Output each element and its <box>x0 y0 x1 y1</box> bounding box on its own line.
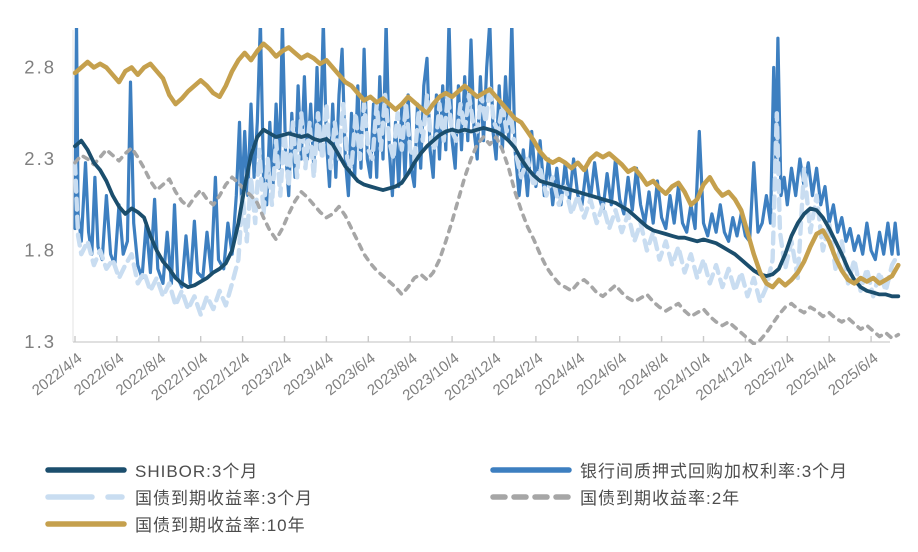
legend: SHIBOR:3个月国债到期收益率:3个月 国债到期收益率:10年 银行间质押式回购… <box>0 456 918 548</box>
x-axis-labels: 2022/4/42022/6/42022/8/42022/10/42022/12… <box>29 336 882 404</box>
legend-column-2: 银行间质押式回购加权利率:3个月 国债到期收益率:2年 <box>490 456 848 510</box>
series-line <box>72 41 901 290</box>
legend-swatch-line <box>490 493 572 500</box>
legend-item: 国债到期收益率:10年 <box>45 510 313 537</box>
y-tick-label: 1.3 <box>24 331 56 352</box>
legend-item: 国债到期收益率:2年 <box>490 483 848 510</box>
y-axis-labels: 1.3 1.8 2.3 2.8 <box>24 57 56 353</box>
legend-item: 国债到期收益率:3个月 <box>45 483 313 510</box>
y-tick-label: 2.3 <box>24 148 56 169</box>
legend-item: 银行间质押式回购加权利率:3个月 <box>490 456 848 483</box>
legend-swatch-line <box>45 466 127 473</box>
series-line <box>73 135 901 345</box>
legend-swatch-line <box>45 520 127 527</box>
legend-label: 国债到期收益率:10年 <box>135 516 306 535</box>
y-tick-label: 1.8 <box>24 240 56 261</box>
legend-column-1: SHIBOR:3个月国债到期收益率:3个月 国债到期收益率:10年 <box>45 456 313 537</box>
legend-label: 国债到期收益率:2年 <box>580 489 741 508</box>
legend-label: 国债到期收益率:3个月 <box>135 489 314 508</box>
y-tick-label: 2.8 <box>24 57 56 78</box>
chart-canvas: 1.3 1.8 2.3 2.8 2022/4/42022/6/42022/8/42022… <box>24 28 901 404</box>
plot-area <box>72 28 901 345</box>
legend-label: SHIBOR:3个月 <box>135 462 259 481</box>
legend-swatch-line <box>45 493 127 500</box>
series-line <box>72 83 901 317</box>
legend-item: SHIBOR:3个月 <box>45 456 313 483</box>
legend-label: 银行间质押式回购加权利率:3个月 <box>580 462 849 481</box>
legend-swatch-line <box>490 466 572 473</box>
